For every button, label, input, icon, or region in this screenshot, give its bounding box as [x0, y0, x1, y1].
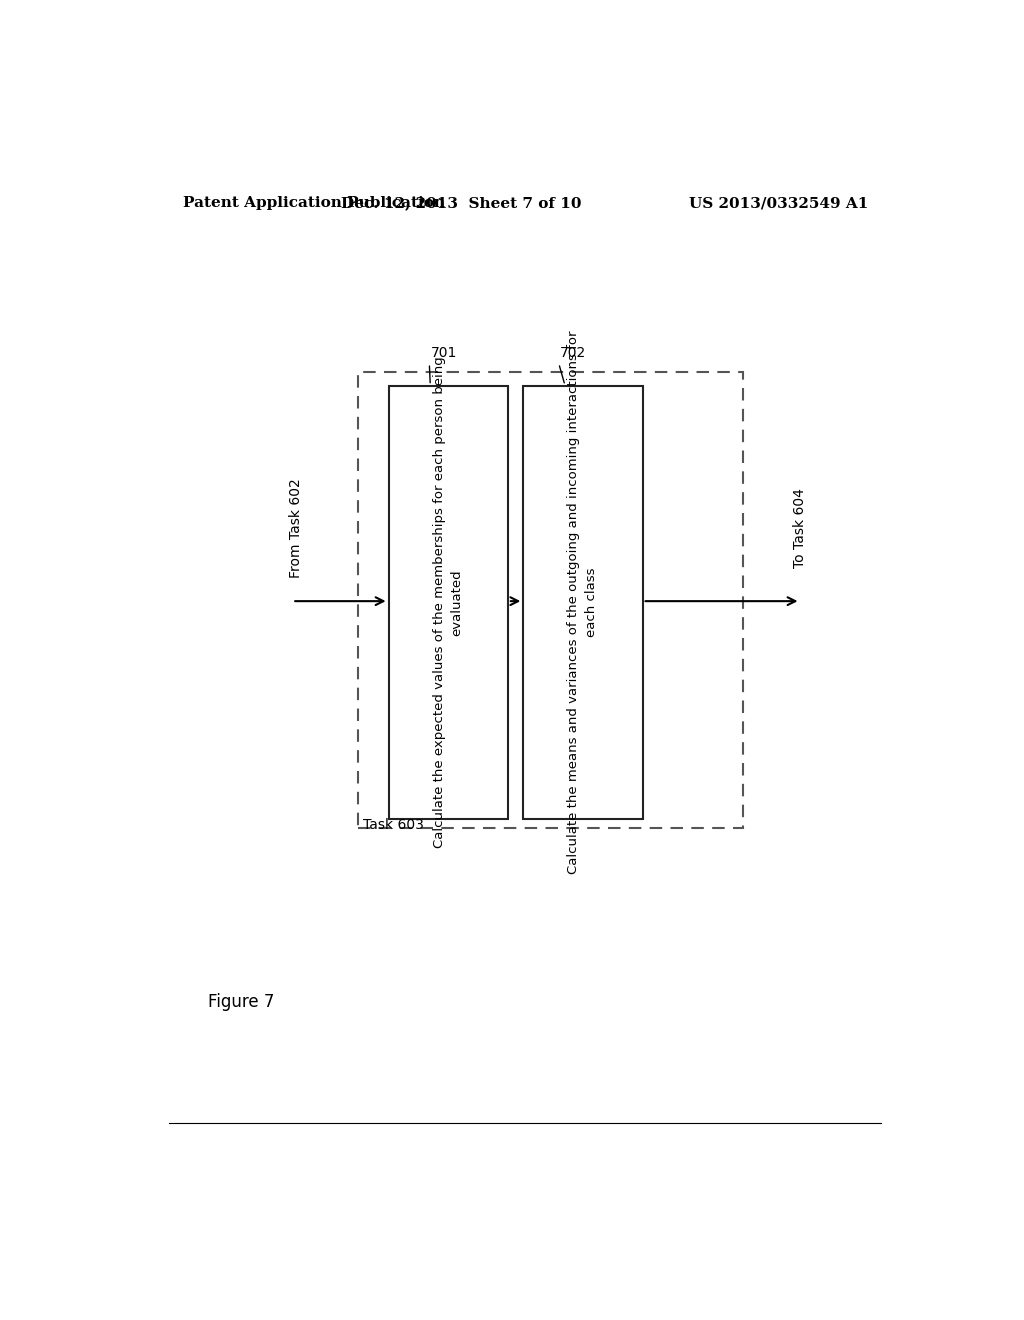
Bar [357, 372, 742, 829]
Text: To Task 604: To Task 604 [794, 488, 808, 568]
Bar [523, 385, 643, 818]
Text: Calculate the means and variances of the outgoing and incoming interactions for
: Calculate the means and variances of the… [567, 330, 598, 874]
Text: Task 603: Task 603 [364, 818, 424, 833]
Text: Figure 7: Figure 7 [208, 993, 274, 1011]
Text: 702: 702 [560, 346, 587, 360]
Text: US 2013/0332549 A1: US 2013/0332549 A1 [689, 197, 868, 210]
Text: 701: 701 [431, 346, 458, 360]
Text: Dec. 12, 2013  Sheet 7 of 10: Dec. 12, 2013 Sheet 7 of 10 [341, 197, 582, 210]
Text: Calculate the expected values of the memberships for each person being
evaluated: Calculate the expected values of the mem… [433, 356, 464, 849]
Text: Patent Application Publication: Patent Application Publication [183, 197, 444, 210]
Bar [388, 385, 508, 818]
Text: From Task 602: From Task 602 [289, 478, 303, 578]
